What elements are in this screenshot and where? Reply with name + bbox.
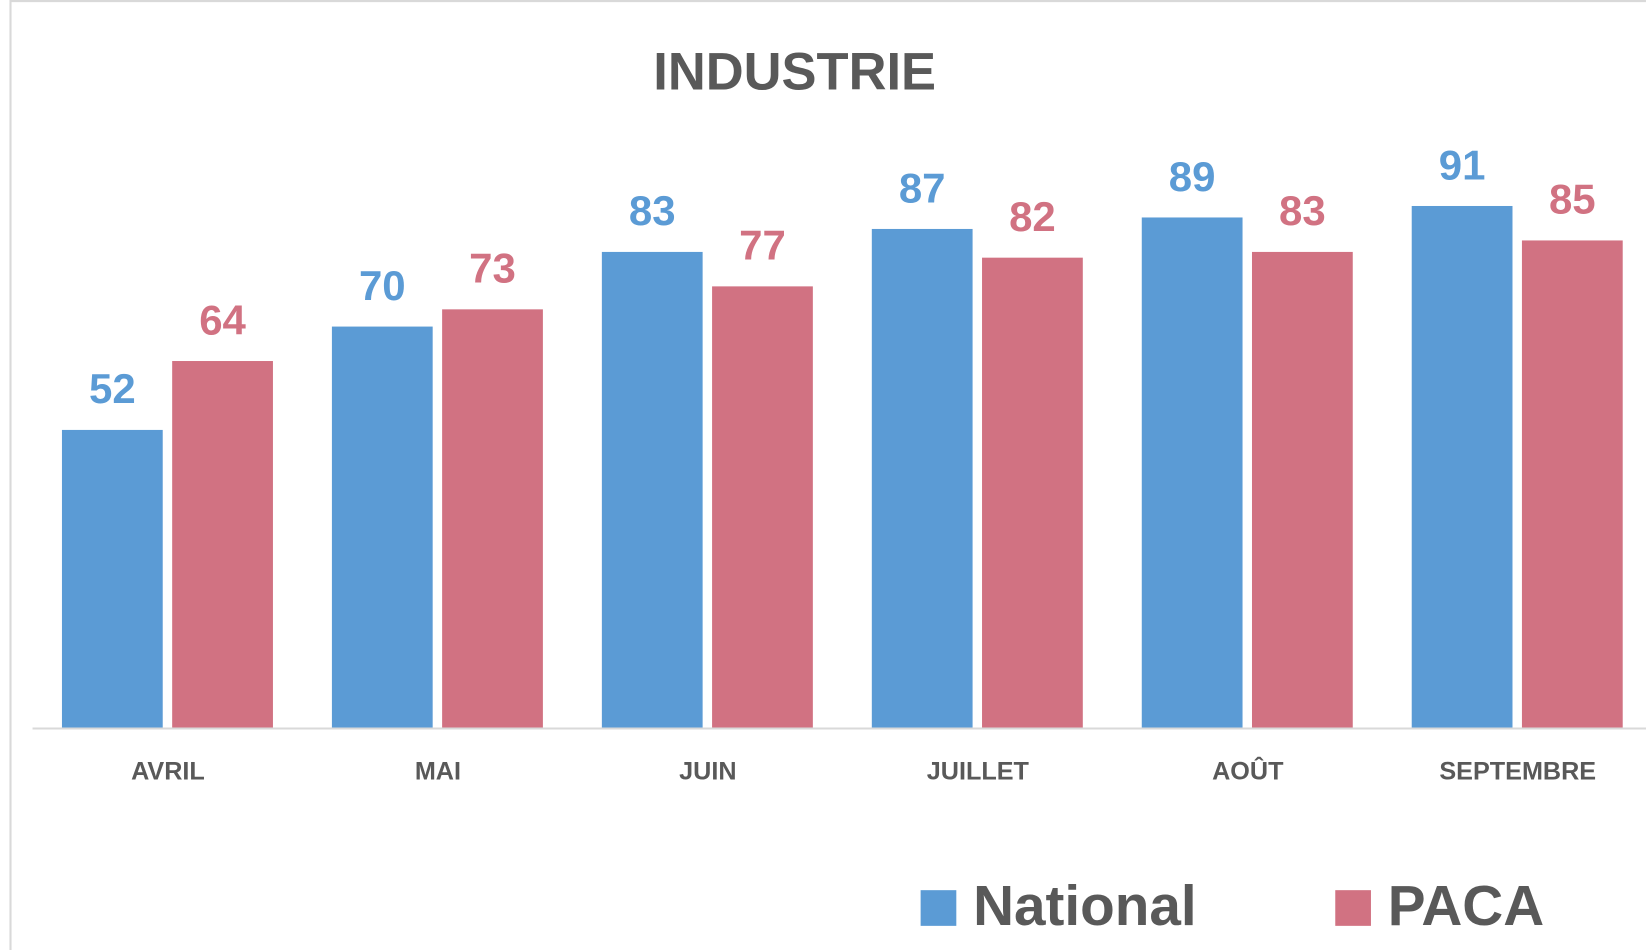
bar xyxy=(982,257,1083,729)
data-label: 77 xyxy=(739,222,786,269)
legend-swatch xyxy=(920,890,957,926)
x-tick-label: JUILLET xyxy=(927,757,1030,785)
data-label: 89 xyxy=(1169,153,1216,200)
bar xyxy=(1411,205,1513,729)
bar xyxy=(601,251,703,729)
bar xyxy=(172,361,273,729)
bar xyxy=(712,286,813,729)
data-label: 52 xyxy=(89,365,136,412)
data-label: 91 xyxy=(1439,141,1486,188)
data-label: 83 xyxy=(1279,187,1326,234)
data-label: 64 xyxy=(199,296,246,343)
x-tick-label: MAI xyxy=(415,757,461,785)
x-tick-label: AOÛT xyxy=(1212,755,1284,785)
chart-border xyxy=(9,0,1646,950)
bar xyxy=(61,429,163,729)
data-label: 73 xyxy=(469,245,516,292)
data-label: 85 xyxy=(1549,176,1596,223)
bar xyxy=(331,326,433,729)
chart-title: INDUSTRIE xyxy=(653,42,936,101)
bar xyxy=(871,228,973,729)
legend-label: National xyxy=(973,875,1197,938)
x-tick-label: SEPTEMBRE xyxy=(1439,757,1596,785)
legend-swatch xyxy=(1335,890,1371,926)
data-label: 82 xyxy=(1009,193,1056,240)
bar xyxy=(1251,251,1353,729)
x-tick-label: JUIN xyxy=(679,757,736,785)
bar xyxy=(1521,240,1623,729)
bar xyxy=(442,309,543,729)
bar xyxy=(1141,217,1243,729)
data-label: 87 xyxy=(899,164,946,211)
data-label: 83 xyxy=(629,187,676,234)
data-label: 70 xyxy=(359,262,406,309)
x-tick-label: AVRIL xyxy=(131,757,205,785)
legend-label: PACA xyxy=(1388,875,1544,938)
